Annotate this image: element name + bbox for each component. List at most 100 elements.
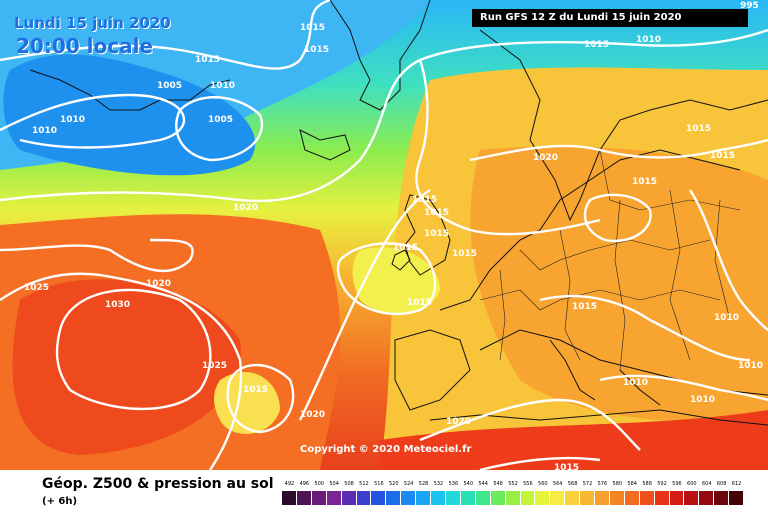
pressure-label: 1020 <box>233 203 258 213</box>
pressure-label: 1015 <box>632 177 657 187</box>
copyright-notice: Copyright © 2020 Meteociel.fr <box>300 444 472 455</box>
pressure-label: 1010 <box>32 126 57 136</box>
pressure-label: 1015 <box>195 55 220 65</box>
scale-value: 552 <box>508 481 518 487</box>
scale-swatch <box>580 491 596 505</box>
scale-value: 588 <box>642 481 652 487</box>
scale-value: 556 <box>523 481 533 487</box>
scale-value: 600 <box>687 481 697 487</box>
pressure-label: 995 <box>740 1 759 11</box>
pressure-label: 1010 <box>738 361 763 371</box>
scale-swatch <box>714 491 730 505</box>
pressure-label: 1025 <box>24 283 49 293</box>
scale-value: 612 <box>731 481 742 487</box>
scale-swatch <box>460 491 476 505</box>
color-scale-bar <box>282 491 745 505</box>
pressure-label: 1030 <box>105 300 130 310</box>
pressure-label: 1015 <box>710 151 735 161</box>
pressure-label: 1015 <box>300 23 325 33</box>
pressure-label: 1015 <box>243 385 268 395</box>
scale-swatch <box>490 491 506 505</box>
scale-value: 516 <box>374 481 384 487</box>
pressure-label: 1010 <box>690 395 715 405</box>
scale-value: 524 <box>403 481 414 487</box>
pressure-label: 1015 <box>424 208 449 218</box>
pressure-label: 1015 <box>686 124 711 134</box>
pressure-label: 1005 <box>157 81 182 91</box>
scale-value: 560 <box>538 481 548 487</box>
map-canvas: 995 1015 1015 1015 1010 1005 1010 1010 1… <box>0 0 768 470</box>
scale-swatch <box>520 491 536 505</box>
weather-map: 995 1015 1015 1015 1010 1005 1010 1010 1… <box>0 0 768 470</box>
color-scale-labels: 492 496 500 504 508 512 516 520 524 528 532 536 540 5… <box>282 481 744 489</box>
scale-swatch <box>595 491 610 505</box>
scale-value: 492 <box>284 481 295 487</box>
legend-footer: Géop. Z500 & pression au sol (+ 6h) 492 4… <box>0 470 768 512</box>
pressure-label: 1010 <box>210 81 235 91</box>
scale-value: 528 <box>418 481 429 487</box>
low-center-iceland <box>3 54 256 176</box>
azores-high-core <box>12 279 241 455</box>
scale-value: 500 <box>314 481 325 487</box>
scale-value: 592 <box>657 481 667 487</box>
pressure-labels: 995 1015 1015 1015 1010 1005 1010 1010 1… <box>24 1 763 470</box>
scale-value: 512 <box>359 481 369 487</box>
pressure-label: 1020 <box>533 153 558 163</box>
map-date: Lundi 15 juin 2020 <box>14 14 171 32</box>
pressure-label: 1015 <box>304 45 329 55</box>
scale-swatch <box>282 491 297 505</box>
scale-swatch <box>535 491 551 505</box>
scale-swatch <box>565 491 581 505</box>
pressure-label: 1015 <box>393 243 418 253</box>
scale-swatch <box>654 491 670 505</box>
pressure-label: 1015 <box>452 249 477 259</box>
scale-value: 544 <box>478 481 488 487</box>
pressure-label: 1010 <box>623 378 648 388</box>
pressure-label: 1010 <box>60 115 85 125</box>
scale-value: 508 <box>344 481 354 487</box>
scale-value: 504 <box>329 481 339 487</box>
scale-value: 548 <box>493 481 503 487</box>
pressure-label: 1015 <box>407 298 432 308</box>
pressure-label: 1015 <box>554 463 579 470</box>
country-borders <box>479 149 741 371</box>
scale-swatch <box>729 491 745 505</box>
scale-value: 580 <box>612 481 623 487</box>
scale-value: 584 <box>627 481 637 487</box>
scale-value: 568 <box>567 481 578 487</box>
scale-swatch <box>326 491 342 505</box>
pressure-label: 1010 <box>714 313 739 323</box>
scale-swatch <box>401 491 417 505</box>
scale-value: 520 <box>388 481 399 487</box>
band-north-africa <box>380 410 768 470</box>
cut-off-low-azores <box>214 371 280 434</box>
scale-swatch <box>371 491 387 505</box>
scale-swatch <box>505 491 521 505</box>
scale-value: 532 <box>433 481 444 487</box>
scale-value: 608 <box>716 481 727 487</box>
scale-swatch <box>684 491 700 505</box>
forecast-step: (+ 6h) <box>42 496 78 507</box>
scale-swatch <box>356 491 372 505</box>
scale-swatch <box>475 491 491 505</box>
scale-value: 572 <box>582 481 593 487</box>
pressure-label: 1025 <box>202 361 227 371</box>
scale-swatch <box>550 491 566 505</box>
scale-swatch <box>386 491 402 505</box>
scale-swatch <box>699 491 715 505</box>
pressure-label: 1015 <box>424 229 449 239</box>
scale-value: 536 <box>448 481 459 487</box>
scale-value: 596 <box>672 481 682 487</box>
scale-swatch <box>624 491 640 505</box>
scale-value: 576 <box>597 481 608 487</box>
model-run-banner: Run GFS 12 Z du Lundi 15 juin 2020 <box>472 9 748 27</box>
map-title: Géop. Z500 & pression au sol <box>42 476 274 492</box>
scale-swatch <box>431 491 446 505</box>
scale-swatch <box>639 491 655 505</box>
scale-value: 564 <box>552 481 563 487</box>
scale-swatch <box>341 491 357 505</box>
scale-value: 604 <box>701 481 712 487</box>
scale-swatch <box>296 491 312 505</box>
pressure-label: 1020 <box>146 279 171 289</box>
scale-swatch <box>669 491 685 505</box>
